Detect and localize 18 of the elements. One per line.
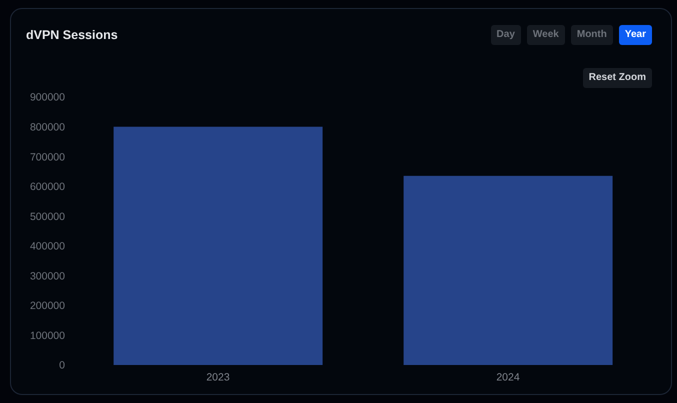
y-tick-label: 600000	[30, 181, 66, 194]
y-tick-label: 200000	[30, 300, 66, 312]
button[interactable]: Reset Zoom	[582, 68, 652, 88]
button[interactable]: Month	[570, 25, 613, 45]
chart-title: dVPN Sessions	[26, 28, 118, 42]
button[interactable]: Year	[618, 25, 652, 45]
y-tick-label: 400000	[30, 240, 66, 253]
x-tick-label: 2023	[206, 371, 230, 384]
y-tick-label: 900000	[30, 92, 66, 104]
y-tick-label: 300000	[30, 270, 66, 282]
button[interactable]: Week	[526, 25, 565, 45]
x-tick-label: 2024	[496, 371, 520, 384]
y-tick-label: 0	[59, 360, 66, 372]
y-tick-label: 500000	[30, 210, 66, 223]
button[interactable]: Day	[490, 25, 521, 45]
y-tick-label: 700000	[30, 151, 66, 164]
y-tick-label: 800000	[30, 122, 66, 134]
y-tick-label: 100000	[30, 330, 66, 342]
